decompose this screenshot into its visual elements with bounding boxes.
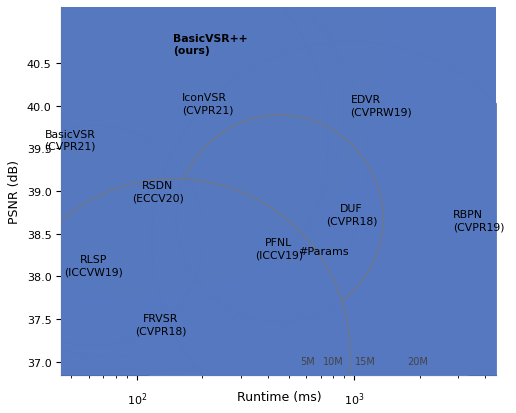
- Text: 20M: 20M: [408, 356, 428, 366]
- Text: 10M: 10M: [323, 356, 344, 366]
- Text: BasicVSR++
(ours): BasicVSR++ (ours): [173, 34, 248, 56]
- Point: [347, 238, 356, 244]
- Text: $10^2$: $10^2$: [126, 390, 147, 407]
- Point: [170, 351, 178, 358]
- Point: [362, 307, 370, 314]
- Point: [107, 137, 115, 144]
- Text: FRVSR
(CVPR18): FRVSR (CVPR18): [135, 313, 186, 336]
- Text: IconVSR
(CVPR21): IconVSR (CVPR21): [182, 93, 234, 115]
- Point: [133, 103, 141, 109]
- Text: RSDN
(ECCV20): RSDN (ECCV20): [132, 180, 184, 203]
- Point: [414, 307, 422, 314]
- FancyBboxPatch shape: [291, 239, 489, 369]
- Point: [304, 307, 312, 314]
- Text: #Params: #Params: [298, 247, 349, 256]
- Point: [314, 112, 322, 118]
- Text: 15M: 15M: [356, 356, 376, 366]
- Point: [89, 233, 98, 239]
- Text: RLSP
(ICCVW19): RLSP (ICCVW19): [63, 255, 123, 277]
- Text: PFNL
(ICCV19): PFNL (ICCV19): [255, 237, 303, 260]
- Y-axis label: PSNR (dB): PSNR (dB): [8, 160, 21, 223]
- Point: [275, 216, 283, 222]
- Point: [420, 217, 428, 224]
- Point: [130, 42, 138, 48]
- Text: 5M: 5M: [301, 356, 315, 366]
- Point: [329, 307, 337, 314]
- X-axis label: Runtime (ms): Runtime (ms): [236, 390, 321, 403]
- Point: [154, 159, 162, 165]
- Text: BasicVSR
(CVPR21): BasicVSR (CVPR21): [44, 129, 95, 152]
- Text: RBPN
(CVPR19): RBPN (CVPR19): [453, 209, 504, 232]
- Text: DUF
(CVPR18): DUF (CVPR18): [326, 203, 377, 225]
- Point: [150, 100, 158, 107]
- Text: EDVR
(CVPRW19): EDVR (CVPRW19): [350, 95, 412, 118]
- Text: $10^3$: $10^3$: [344, 390, 364, 407]
